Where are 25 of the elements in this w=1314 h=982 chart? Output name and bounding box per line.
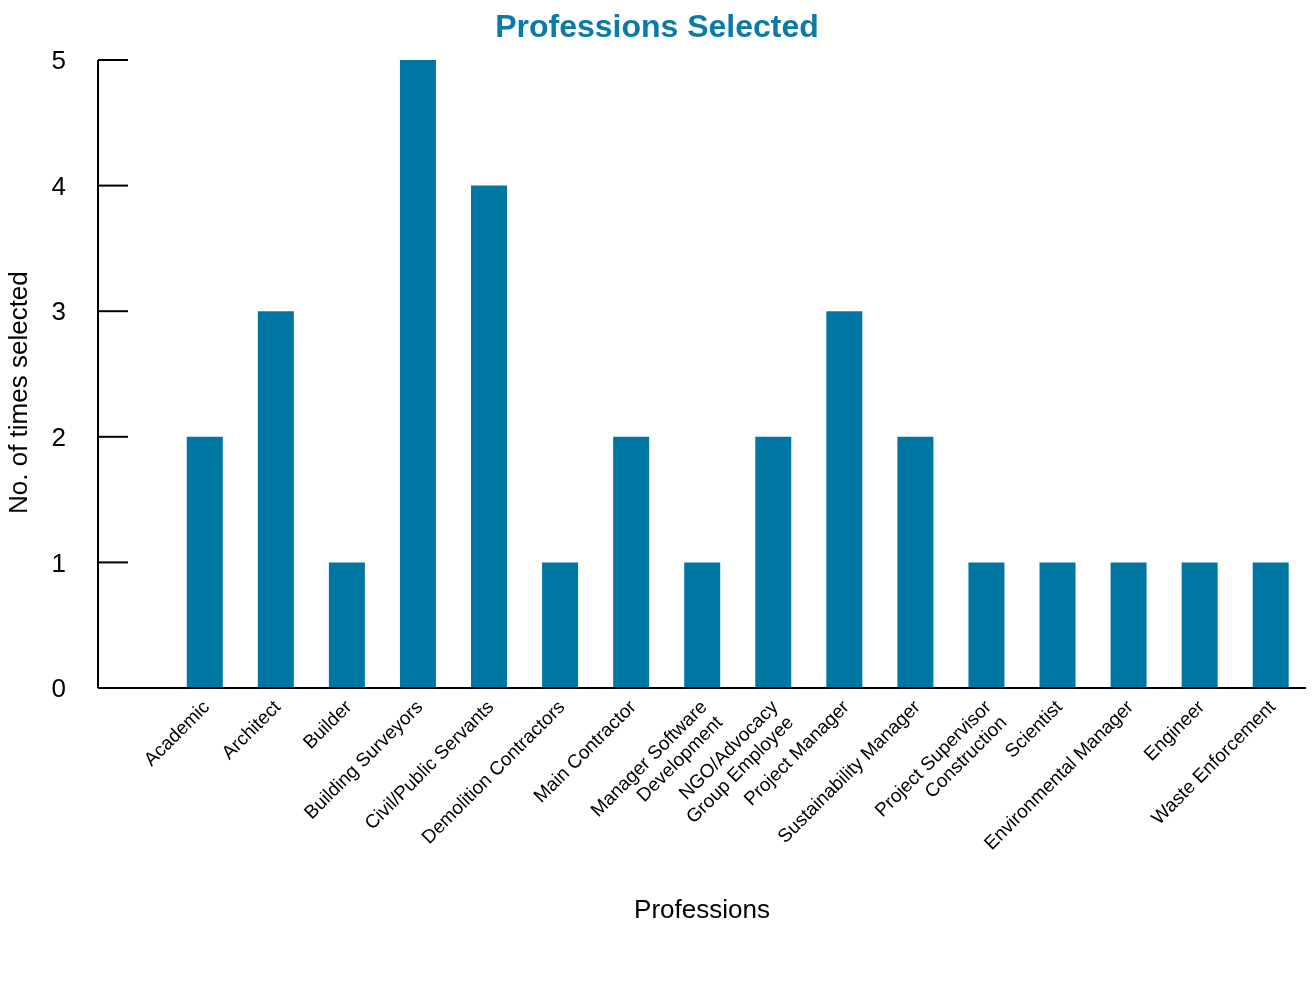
bar	[897, 436, 934, 688]
bar	[613, 436, 650, 688]
bar	[471, 185, 508, 688]
bar	[186, 436, 223, 688]
y-axis-title: No. of times selected	[3, 271, 34, 514]
bar	[328, 562, 365, 688]
bar	[1039, 562, 1076, 688]
bar	[755, 436, 792, 688]
y-tick-label: 3	[51, 296, 66, 327]
x-axis-title: Professions	[634, 894, 770, 924]
y-tick-label: 2	[51, 422, 66, 453]
y-tick-label: 1	[51, 547, 66, 578]
bar	[257, 311, 294, 688]
bar	[542, 562, 579, 688]
bar	[1110, 562, 1147, 688]
bar	[399, 60, 436, 688]
chart-title: Professions Selected	[495, 8, 819, 44]
bar	[826, 311, 863, 688]
y-tick-label: 5	[51, 45, 66, 76]
bar	[1181, 562, 1218, 688]
bar	[1252, 562, 1289, 688]
y-tick-label: 4	[51, 170, 66, 201]
bar	[968, 562, 1005, 688]
bar	[684, 562, 721, 688]
y-tick-label: 0	[51, 673, 66, 704]
